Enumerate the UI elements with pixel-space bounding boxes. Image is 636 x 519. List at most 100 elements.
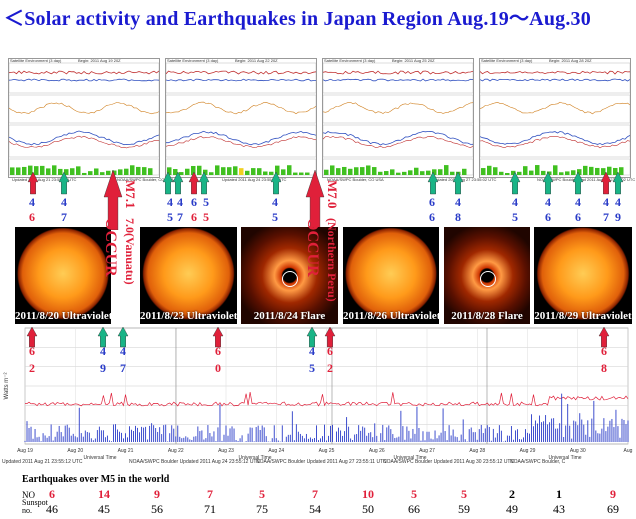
panel-title: Satellite Environment (3 day) — [167, 58, 219, 63]
marker-top: 6 — [191, 195, 197, 209]
panel-footer: Updated 2011 Aug 21 23:55:02 UTC — [12, 177, 77, 182]
sunspot-count: 69 — [607, 502, 619, 516]
marker-bottom: 7 — [603, 210, 609, 224]
series-line — [323, 130, 473, 146]
sunspot-count: 54 — [309, 502, 321, 516]
occur-magnitude: M7.0 — [325, 180, 340, 209]
marker-bottom: 5 — [203, 210, 209, 224]
kp-bar — [167, 167, 172, 175]
solar-image: 2011/8/28 Flare — [444, 227, 530, 324]
kp-bar — [366, 165, 371, 175]
series-line — [9, 78, 159, 82]
kp-bar — [342, 166, 347, 175]
series-line — [166, 136, 316, 148]
kp-bar — [203, 169, 208, 175]
kp-bar — [505, 172, 510, 175]
marker-bottom: 7 — [61, 210, 67, 224]
solar-image: 2011/8/20 Ultraviolet — [15, 227, 111, 324]
kp-bar — [245, 170, 250, 175]
kp-bar — [414, 167, 419, 175]
sunspot-count: 71 — [204, 502, 216, 516]
x-tick-label: Aug — [624, 448, 633, 454]
x-tick-label: Aug 29 — [520, 448, 536, 454]
kp-bar — [52, 165, 57, 175]
kp-bar — [547, 171, 552, 175]
marker-top: 4 — [603, 195, 609, 209]
kp-bar — [227, 167, 232, 175]
chart-footer: NOAA/SWPC Boulder Updated 2011 Aug 27 23… — [256, 459, 387, 465]
kp-bar — [523, 166, 528, 175]
image-label: 2011/8/23 Ultraviolet — [140, 310, 237, 322]
marker-bottom: 8 — [601, 361, 607, 375]
marker-top: 4 — [309, 344, 315, 358]
kp-bar — [481, 168, 486, 175]
kp-bar — [130, 165, 135, 175]
y-axis-label: Watts m⁻² — [4, 373, 10, 400]
panel-footer: NOAA/SWPC Boulder, CO USA — [117, 177, 174, 182]
x-tick-label: Aug 25 — [319, 448, 335, 454]
kp-bar — [408, 170, 413, 175]
kp-bar — [511, 170, 516, 175]
event-arrow — [26, 326, 38, 348]
x-tick-label: Aug 30 — [570, 448, 586, 454]
marker-bottom: 5 — [309, 361, 315, 375]
kp-bar — [396, 172, 401, 175]
kp-bar — [438, 169, 443, 175]
kp-bar — [378, 171, 383, 175]
kp-bar — [185, 168, 190, 175]
earthquake-count: 14 — [98, 487, 110, 501]
table-caption: Earthquakes over M5 in the world — [22, 474, 170, 485]
series-line — [323, 70, 473, 75]
series-line — [9, 102, 159, 115]
kp-bar — [450, 171, 455, 175]
x-tick-label: Aug 23 — [218, 448, 234, 454]
kp-bar — [293, 172, 298, 175]
marker-top: 6 — [29, 344, 35, 358]
chart-footer: NOAA/SWPC Boulder Updated 2011 Aug 30 23… — [383, 459, 515, 465]
kp-bar — [444, 165, 449, 175]
kp-bar — [251, 168, 256, 175]
x-tick-label: Aug 27 — [419, 448, 435, 454]
x-axis-caption: Universal Time — [83, 455, 116, 461]
series-line — [480, 136, 630, 149]
kp-bar — [372, 167, 377, 175]
marker-top: 4 — [545, 195, 551, 209]
occur-detail: 7.0(Vanuatu) — [123, 218, 137, 285]
panel-footer: Updated 2011 Aug 27 23:55:02 UTC — [432, 177, 497, 182]
kp-bar — [499, 171, 504, 175]
sunspot-count: 46 — [46, 502, 58, 516]
kp-bar — [269, 171, 274, 175]
kp-bar — [529, 170, 534, 175]
row-label-sunspots: Sunspot no. — [22, 498, 48, 515]
kp-bar — [384, 171, 389, 175]
kp-bar — [76, 166, 81, 175]
kp-bar — [118, 169, 123, 175]
kp-bar — [360, 167, 365, 175]
kp-bar — [64, 169, 69, 175]
kp-bar — [601, 168, 606, 175]
marker-top: 4 — [167, 195, 173, 209]
event-arrow — [598, 326, 610, 348]
kp-bar — [348, 168, 353, 175]
series-line — [166, 78, 316, 82]
page-title: ＜Solar activity and Earthquakes in Japan… — [4, 8, 591, 30]
marker-top: 6 — [601, 344, 607, 358]
event-arrow — [117, 326, 129, 348]
marker-bottom: 6 — [29, 210, 35, 224]
kp-bar — [197, 165, 202, 175]
series-line — [9, 70, 159, 75]
marker-bottom: 9 — [100, 361, 106, 375]
event-arrow — [542, 171, 554, 195]
kp-bar — [553, 165, 558, 175]
kp-bar — [571, 170, 576, 175]
panel-plot — [323, 62, 473, 176]
earthquake-count: 9 — [610, 487, 616, 501]
series-line — [9, 130, 159, 146]
event-arrow — [324, 326, 336, 348]
kp-bar — [221, 167, 226, 175]
marker-top: 4 — [61, 195, 67, 209]
solar-image: 2011/8/29 Ultraviolet — [534, 227, 632, 324]
kp-bar — [619, 167, 624, 175]
earthquake-count: 5 — [259, 487, 265, 501]
kp-bar — [209, 172, 214, 175]
